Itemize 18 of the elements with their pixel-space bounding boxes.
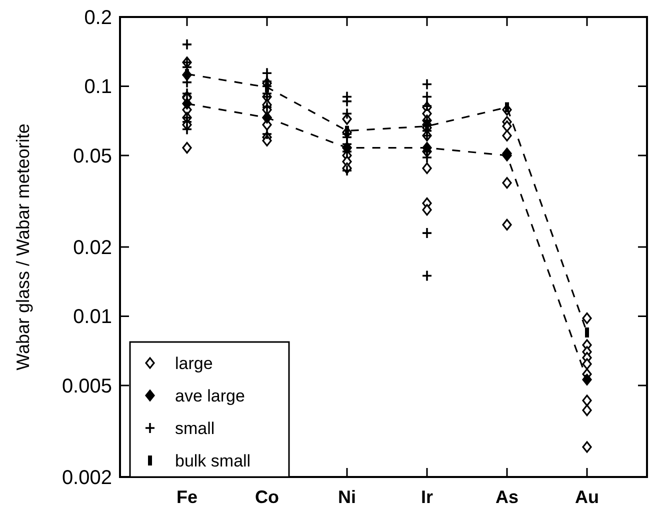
- x-tick-label: Fe: [176, 487, 198, 507]
- y-tick-label: 0.005: [62, 375, 112, 398]
- x-tick-label: As: [495, 487, 519, 507]
- legend-label: large: [175, 354, 213, 373]
- legend-label: small: [175, 418, 215, 438]
- y-axis-title: Wabar glass / Wabar meteorite: [13, 124, 33, 370]
- x-tick-label: Ir: [420, 487, 434, 507]
- x-tick-label: Co: [255, 487, 279, 507]
- y-tick-label: 0.002: [62, 467, 112, 489]
- x-tick-label: Ni: [338, 487, 356, 507]
- legend-label: bulk small: [175, 451, 251, 470]
- y-tick-label: 0.01: [73, 306, 112, 328]
- y-tick-label: 0.05: [73, 145, 112, 168]
- legend-label: ave large: [175, 386, 245, 406]
- y-tick-label: 0.2: [84, 7, 112, 29]
- y-tick-label: 0.1: [84, 76, 112, 98]
- y-tick-label: 0.02: [73, 237, 112, 259]
- x-tick-label: Au: [575, 487, 599, 507]
